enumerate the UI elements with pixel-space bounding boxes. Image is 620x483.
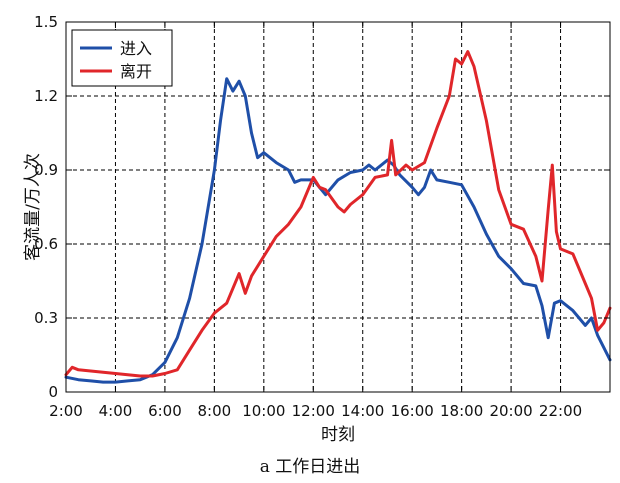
- series-lines: [64, 50, 612, 384]
- legend-label-enter: 进入: [120, 39, 152, 58]
- y-tick-label: 1.5: [34, 13, 58, 31]
- y-tick-label: 0.9: [34, 161, 58, 179]
- x-tick-label: 12:00: [292, 402, 335, 420]
- x-tick-label: 18:00: [440, 402, 483, 420]
- axis-ticks: 2:00 4:00 6:00 8:00 10:00 12:00 14:00 16:00 18:0…: [34, 13, 610, 420]
- x-tick-label: 4:00: [99, 402, 133, 420]
- x-tick-label: 6:00: [148, 402, 182, 420]
- x-tick-label: 16:00: [391, 402, 434, 420]
- y-tick-label: 0.6: [34, 235, 58, 253]
- x-axis-label: 时刻: [321, 425, 355, 445]
- y-axis-label: 客流量/万人次: [23, 153, 43, 261]
- x-tick-label: 20:00: [489, 402, 532, 420]
- x-tick-label: 10:00: [242, 402, 285, 420]
- legend: 进入 离开: [71, 29, 173, 87]
- series-line-leave: [64, 50, 612, 378]
- line-chart: 2:00 4:00 6:00 8:00 10:00 12:00 14:00 16:00 18:0…: [23, 13, 612, 445]
- x-tick-label: 14:00: [341, 402, 384, 420]
- x-tick-label: 2:00: [49, 402, 83, 420]
- x-tick-label: 8:00: [198, 402, 232, 420]
- y-tick-label: 1.2: [34, 87, 58, 105]
- series-line-enter: [64, 77, 612, 384]
- legend-box: [71, 29, 173, 87]
- figure-caption: a 工作日进出: [259, 457, 361, 477]
- y-tick-label: 0.3: [34, 309, 58, 327]
- y-tick-label: 0: [48, 383, 58, 401]
- legend-label-leave: 离开: [120, 62, 152, 81]
- plot-frame: [65, 21, 611, 393]
- x-tick-label: 22:00: [539, 402, 582, 420]
